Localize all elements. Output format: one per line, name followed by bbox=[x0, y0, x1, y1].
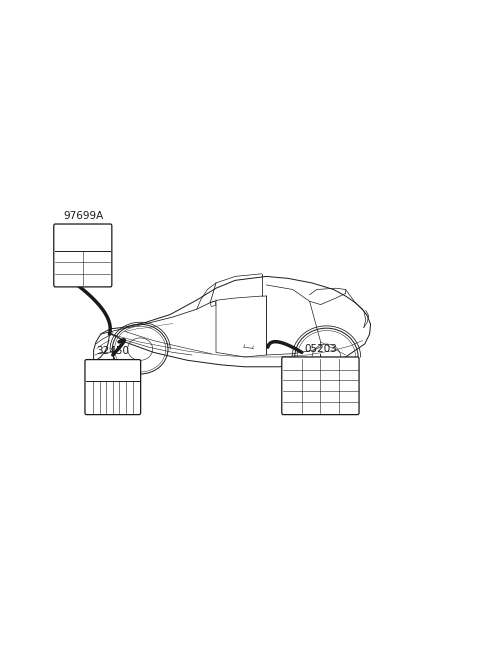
FancyBboxPatch shape bbox=[282, 357, 359, 415]
Ellipse shape bbox=[297, 331, 356, 383]
Ellipse shape bbox=[115, 326, 166, 372]
Text: 05203: 05203 bbox=[304, 344, 337, 354]
Text: 32450: 32450 bbox=[96, 346, 129, 356]
FancyBboxPatch shape bbox=[54, 224, 112, 287]
FancyBboxPatch shape bbox=[85, 360, 141, 415]
Text: 97699A: 97699A bbox=[64, 212, 104, 221]
